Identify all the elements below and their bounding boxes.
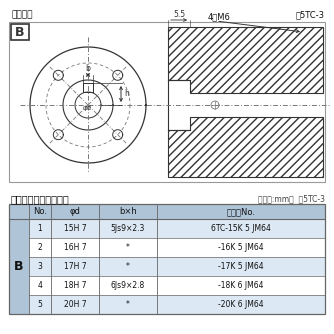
Text: b×h: b×h xyxy=(119,207,137,216)
Text: -17K 5 JM64: -17K 5 JM64 xyxy=(218,262,264,271)
Text: 軸穴形状: 軸穴形状 xyxy=(11,10,32,19)
Text: φd: φd xyxy=(69,207,80,216)
Text: B: B xyxy=(15,25,25,38)
Bar xyxy=(29,219,325,238)
Text: *: * xyxy=(126,243,130,252)
Text: 軸穴形状コード一覧表: 軸穴形状コード一覧表 xyxy=(11,194,70,204)
Text: 4: 4 xyxy=(37,281,42,290)
Text: 2: 2 xyxy=(38,243,42,252)
Text: 20H 7: 20H 7 xyxy=(64,300,86,309)
Text: 6TC-15K 5 JM64: 6TC-15K 5 JM64 xyxy=(211,224,271,233)
Bar xyxy=(29,257,325,276)
Text: 5Js9×2.3: 5Js9×2.3 xyxy=(111,224,145,233)
Bar xyxy=(9,219,29,314)
Text: 5.5: 5.5 xyxy=(173,10,185,19)
Text: （単位:mm）  表5TC-3: （単位:mm） 表5TC-3 xyxy=(258,194,325,203)
Text: 囵5TC-3: 囵5TC-3 xyxy=(296,10,325,19)
Text: 1: 1 xyxy=(38,224,42,233)
Bar xyxy=(29,276,325,295)
Text: h: h xyxy=(124,90,129,99)
Text: *: * xyxy=(126,262,130,271)
Text: B: B xyxy=(14,260,24,273)
Bar xyxy=(9,22,325,182)
Text: No.: No. xyxy=(33,207,47,216)
Text: 15H 7: 15H 7 xyxy=(64,224,86,233)
Text: 5: 5 xyxy=(37,300,42,309)
Text: 4－M6: 4－M6 xyxy=(208,12,231,21)
Text: -20K 6 JM64: -20K 6 JM64 xyxy=(218,300,264,309)
Text: コードNo.: コードNo. xyxy=(226,207,256,216)
Text: -18K 6 JM64: -18K 6 JM64 xyxy=(218,281,264,290)
Bar xyxy=(9,204,325,219)
Bar xyxy=(29,238,325,257)
Bar xyxy=(9,204,325,314)
Polygon shape xyxy=(168,117,323,177)
Bar xyxy=(29,295,325,314)
Text: 16H 7: 16H 7 xyxy=(64,243,86,252)
Polygon shape xyxy=(168,27,323,93)
Text: -16K 5 JM64: -16K 5 JM64 xyxy=(218,243,264,252)
Text: φd: φd xyxy=(82,105,92,111)
Bar xyxy=(11,24,29,40)
Text: 3: 3 xyxy=(37,262,42,271)
Text: *: * xyxy=(126,300,130,309)
Text: 6Js9×2.8: 6Js9×2.8 xyxy=(111,281,145,290)
Text: 17H 7: 17H 7 xyxy=(64,262,86,271)
Text: 18H 7: 18H 7 xyxy=(64,281,86,290)
Text: b: b xyxy=(86,64,91,73)
